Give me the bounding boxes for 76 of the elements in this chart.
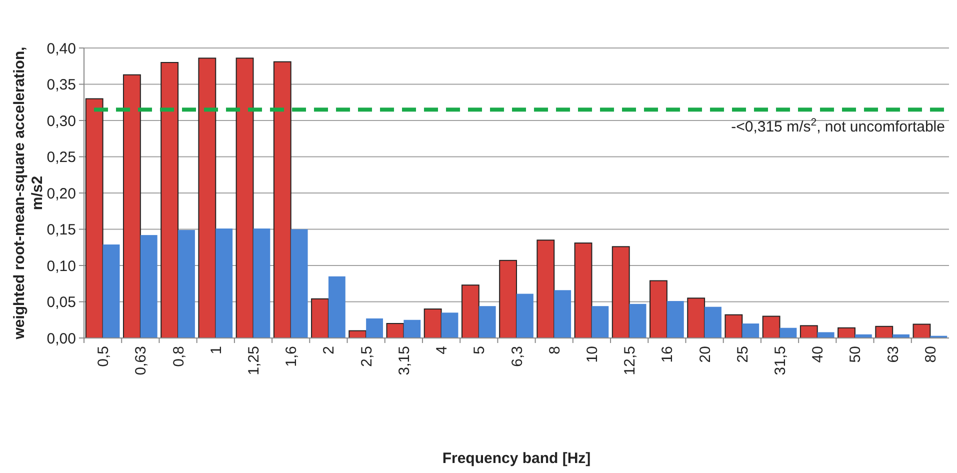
x-tick-label: 0,5 xyxy=(95,346,112,367)
y-axis-title: weighted root-mean-square acceleration, m/s2 xyxy=(11,46,46,340)
bar xyxy=(516,294,534,338)
bar xyxy=(817,332,834,338)
bar xyxy=(160,62,179,338)
bar xyxy=(424,308,442,338)
bar xyxy=(441,312,458,338)
y-tick-label: 0,10 xyxy=(46,258,76,275)
x-tick-label: 50 xyxy=(847,346,864,363)
bar xyxy=(838,327,856,338)
bar xyxy=(461,284,480,338)
ref-line-label: -<0,315 m/s$^{2}$, not uncomfortable xyxy=(731,116,945,136)
x-tick-label: 6,3 xyxy=(508,346,526,367)
bar xyxy=(85,98,104,338)
x-tick-label: 31,5 xyxy=(772,346,790,376)
x-tick-label: 1,6 xyxy=(283,346,300,367)
bar xyxy=(499,260,517,338)
bar xyxy=(800,325,818,338)
y-tick-label: 0,40 xyxy=(46,40,76,58)
bar xyxy=(875,326,894,338)
bar xyxy=(574,242,592,338)
x-tick-label: 80 xyxy=(922,346,940,363)
x-axis-title: Frequency band [Hz] xyxy=(442,450,591,467)
x-tick-label: 10 xyxy=(584,346,601,363)
bar xyxy=(912,324,931,338)
x-tick-label: 40 xyxy=(810,346,827,363)
x-tick-label: 16 xyxy=(659,346,676,363)
bar xyxy=(592,306,609,338)
bar xyxy=(612,246,630,338)
bar xyxy=(328,276,346,338)
x-tick-label: 25 xyxy=(734,346,752,363)
bar xyxy=(311,298,329,338)
x-tick-label: 4 xyxy=(434,346,451,354)
bar xyxy=(140,235,158,338)
bar xyxy=(366,318,383,338)
y-tick-label: 0,35 xyxy=(46,76,76,94)
bar xyxy=(236,58,254,338)
bar xyxy=(687,298,706,338)
x-tick-label: 0,63 xyxy=(132,346,150,376)
bar xyxy=(666,301,684,338)
y-tick-label: 0,15 xyxy=(46,222,76,238)
bar xyxy=(122,74,141,338)
bar xyxy=(290,229,308,338)
x-tick-label: 2 xyxy=(320,346,338,354)
x-tick-label: 0,8 xyxy=(170,346,188,367)
bar xyxy=(253,228,270,338)
x-tick-label: 12,5 xyxy=(622,346,639,376)
y-tick-label: 0,00 xyxy=(46,330,76,348)
y-tick-label: 0,05 xyxy=(46,294,76,311)
y-tick-label: 0,25 xyxy=(46,149,76,166)
x-tick-label: 1,25 xyxy=(245,346,262,376)
x-tick-label: 5 xyxy=(471,346,488,354)
bar xyxy=(762,316,780,338)
bar xyxy=(704,306,722,338)
x-tick-label: 20 xyxy=(696,346,714,363)
bar xyxy=(404,320,421,338)
bar xyxy=(629,304,646,338)
bar xyxy=(724,314,743,338)
bar xyxy=(216,228,233,338)
bar xyxy=(273,61,292,338)
bar xyxy=(650,280,668,338)
x-tick-label: 2,5 xyxy=(358,346,376,367)
bar xyxy=(198,58,216,338)
bar xyxy=(102,244,120,338)
x-tick-label: 1 xyxy=(208,346,225,354)
y-tick-label: 0,20 xyxy=(46,185,76,202)
x-tick-label: 8 xyxy=(546,346,564,354)
bar xyxy=(780,328,797,338)
bar xyxy=(478,306,496,338)
x-tick-label: 63 xyxy=(884,346,902,363)
bar xyxy=(742,324,760,338)
y-tick-label: 0,30 xyxy=(46,112,76,130)
bar xyxy=(536,240,555,338)
bar xyxy=(554,290,572,338)
x-tick-label: 3,15 xyxy=(396,346,413,376)
bar xyxy=(178,230,195,338)
